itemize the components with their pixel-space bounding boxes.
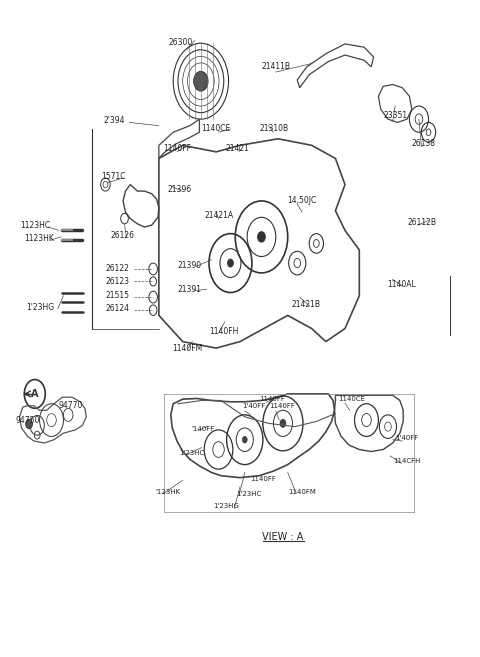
Text: A: A xyxy=(31,389,38,399)
Text: 1'23HC: 1'23HC xyxy=(179,450,204,456)
Text: '140FF: '140FF xyxy=(192,426,215,432)
Text: 26122: 26122 xyxy=(106,264,129,273)
Text: 23351: 23351 xyxy=(383,112,408,120)
Text: 1140FF: 1140FF xyxy=(270,403,296,409)
Text: 21421: 21421 xyxy=(226,144,250,153)
Text: 1123HK: 1123HK xyxy=(24,234,54,242)
Text: 1'40FF: 1'40FF xyxy=(242,403,265,409)
Circle shape xyxy=(26,419,33,428)
Text: '123HK: '123HK xyxy=(155,489,180,495)
Text: VIEW : A: VIEW : A xyxy=(262,532,304,541)
Text: 94770: 94770 xyxy=(59,401,83,410)
Text: 1140FF: 1140FF xyxy=(259,396,285,401)
Circle shape xyxy=(242,436,247,443)
Text: 1'23HG: 1'23HG xyxy=(213,503,239,509)
Circle shape xyxy=(228,259,233,267)
Text: 1140FF: 1140FF xyxy=(251,476,276,482)
Text: 21421B: 21421B xyxy=(291,300,321,309)
Text: 21310B: 21310B xyxy=(259,124,288,133)
Text: 26123: 26123 xyxy=(106,277,130,286)
Text: 1'23HG: 1'23HG xyxy=(26,303,54,312)
Circle shape xyxy=(280,419,286,427)
Text: 94750: 94750 xyxy=(16,416,40,424)
Text: 21421A: 21421A xyxy=(204,211,233,220)
Text: 26124: 26124 xyxy=(106,304,130,313)
Text: 21390: 21390 xyxy=(177,261,201,269)
Text: 26112B: 26112B xyxy=(407,218,436,227)
Text: 26300: 26300 xyxy=(168,38,192,47)
Text: 26138: 26138 xyxy=(412,139,436,148)
Text: 1140CE: 1140CE xyxy=(338,396,365,402)
Text: 114CFH: 114CFH xyxy=(394,459,421,464)
Text: 1123HC: 1123HC xyxy=(21,221,50,230)
Text: 1140FM: 1140FM xyxy=(172,344,203,353)
Text: 1'23HC: 1'23HC xyxy=(237,491,262,497)
Text: 21411B: 21411B xyxy=(262,62,290,72)
Text: 14,50JC: 14,50JC xyxy=(287,196,316,206)
Circle shape xyxy=(194,72,208,91)
Text: 1140FH: 1140FH xyxy=(209,327,239,336)
Text: 21515: 21515 xyxy=(106,291,130,300)
Text: 1'40FF: 1'40FF xyxy=(395,436,419,442)
Text: 1571C: 1571C xyxy=(102,171,126,181)
Text: 26126: 26126 xyxy=(110,231,134,240)
Text: 1140FF: 1140FF xyxy=(164,144,192,153)
Text: 21396: 21396 xyxy=(168,185,192,194)
Circle shape xyxy=(258,232,265,242)
Text: 21391: 21391 xyxy=(177,284,201,294)
Text: 2'394: 2'394 xyxy=(104,116,125,125)
Text: 1140CE: 1140CE xyxy=(201,124,230,133)
Text: 1140AL: 1140AL xyxy=(387,279,416,288)
Text: 1140FM: 1140FM xyxy=(288,489,315,495)
